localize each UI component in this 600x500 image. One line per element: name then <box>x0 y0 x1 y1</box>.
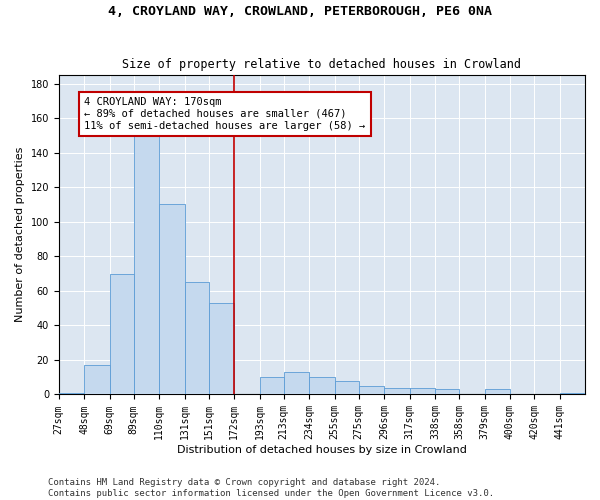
Bar <box>435 390 459 394</box>
Bar <box>134 136 159 394</box>
Bar <box>359 386 384 394</box>
Title: Size of property relative to detached houses in Crowland: Size of property relative to detached ho… <box>122 58 521 71</box>
Bar <box>560 392 585 394</box>
Bar <box>209 303 234 394</box>
Bar <box>335 380 359 394</box>
Text: 4 CROYLAND WAY: 170sqm
← 89% of detached houses are smaller (467)
11% of semi-de: 4 CROYLAND WAY: 170sqm ← 89% of detached… <box>84 98 365 130</box>
Bar <box>309 377 335 394</box>
Bar <box>59 392 84 394</box>
Bar <box>410 388 435 394</box>
Bar <box>260 377 284 394</box>
X-axis label: Distribution of detached houses by size in Crowland: Distribution of detached houses by size … <box>177 445 467 455</box>
Text: 4, CROYLAND WAY, CROWLAND, PETERBOROUGH, PE6 0NA: 4, CROYLAND WAY, CROWLAND, PETERBOROUGH,… <box>108 5 492 18</box>
Bar <box>110 274 134 394</box>
Bar <box>384 388 410 394</box>
Bar <box>84 365 110 394</box>
Bar <box>284 372 309 394</box>
Y-axis label: Number of detached properties: Number of detached properties <box>15 147 25 322</box>
Bar <box>185 282 209 395</box>
Bar <box>159 204 185 394</box>
Text: Contains HM Land Registry data © Crown copyright and database right 2024.
Contai: Contains HM Land Registry data © Crown c… <box>48 478 494 498</box>
Bar <box>485 390 510 394</box>
